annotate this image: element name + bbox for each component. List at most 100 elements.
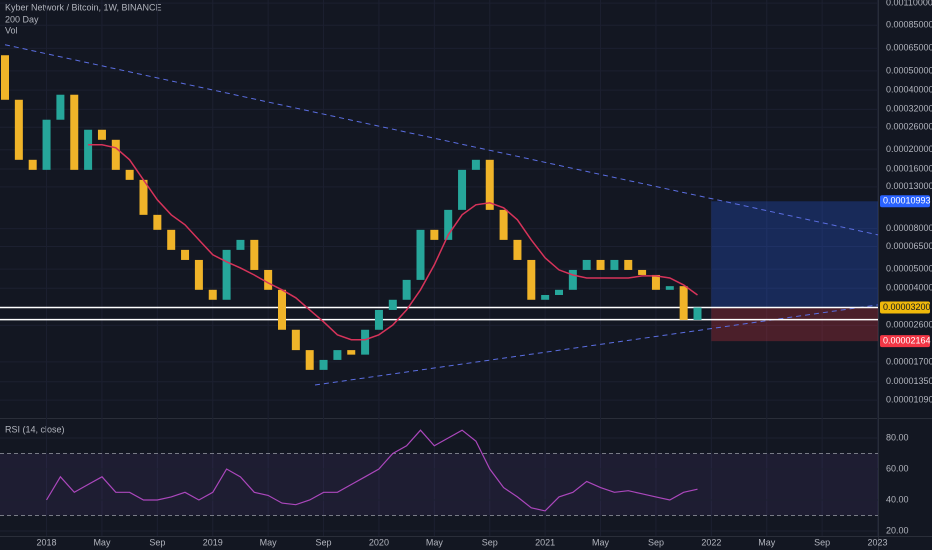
stop-zone [711, 307, 878, 342]
candle [402, 279, 411, 300]
candle [250, 239, 259, 270]
x-tick-label: 2021 [535, 537, 555, 547]
x-tick-label: 2018 [37, 537, 57, 547]
x-tick-label: 2019 [203, 537, 223, 547]
candle [236, 239, 245, 250]
candle [527, 259, 536, 300]
candle [167, 229, 176, 250]
x-tick-label: Sep [316, 537, 332, 547]
legend-volume: Vol [5, 25, 18, 35]
candle [319, 359, 328, 370]
y-tick-label: 0.00110000 [886, 0, 932, 7]
x-tick-label: May [758, 537, 776, 547]
chart-title: Kyber Network / Bitcoin, 1W, BINANCE [5, 2, 162, 12]
candle [153, 214, 162, 230]
candle [222, 249, 231, 300]
x-tick-label: Sep [814, 537, 830, 547]
candle [416, 229, 425, 280]
y-tick-label: 80.00 [886, 432, 909, 442]
price-label-bg [880, 301, 930, 314]
candle [347, 350, 356, 355]
candle [582, 259, 591, 270]
candle [541, 294, 550, 300]
candle [42, 119, 51, 170]
y-tick-label: 0.00008000 [886, 223, 932, 233]
candle [693, 307, 702, 320]
y-tick-label: 0.00040000 [886, 85, 932, 95]
y-tick-label: 0.00004000 [886, 283, 932, 293]
candle [333, 350, 342, 360]
y-tick-label: 0.00032000 [886, 104, 932, 114]
candle [638, 269, 647, 275]
x-tick-label: Sep [648, 537, 664, 547]
target-zone [711, 201, 878, 308]
y-tick-label: 0.00013000 [886, 181, 932, 191]
candle [471, 159, 480, 170]
x-tick-label: May [426, 537, 444, 547]
rsi-band-fill [0, 453, 878, 516]
y-tick-label: 0.00001700 [886, 356, 932, 366]
candle [181, 249, 190, 260]
moving-average [88, 144, 698, 341]
candle [679, 286, 688, 320]
candle [374, 309, 383, 330]
candle [665, 286, 674, 290]
y-tick-label: 0.00005000 [886, 263, 932, 273]
y-tick-label: 0.00006500 [886, 241, 932, 251]
y-tick-label: 0.00001350 [886, 376, 932, 386]
candle [555, 289, 563, 295]
price-label: 0.00002164 [883, 336, 931, 346]
candle [14, 99, 23, 160]
candle [278, 289, 286, 330]
candle [56, 94, 65, 120]
y-tick-label: 0.00016000 [886, 163, 932, 173]
candle [194, 259, 203, 290]
y-tick-label: 0.00001090 [886, 395, 932, 405]
y-tick-label: 40.00 [886, 494, 909, 504]
candle [568, 269, 577, 290]
rsi-line [45, 429, 698, 512]
candle [624, 259, 633, 270]
price-label-bg [880, 195, 930, 208]
candle [305, 350, 314, 370]
candle [388, 299, 397, 310]
candle [97, 129, 106, 140]
y-tick-label: 0.00026000 [886, 122, 932, 132]
y-tick-label: 0.00020000 [886, 144, 932, 154]
x-tick-label: May [260, 537, 278, 547]
candle [111, 139, 120, 170]
x-tick-label: 2020 [369, 537, 389, 547]
candle [291, 329, 300, 351]
candle [430, 229, 439, 240]
candle [139, 179, 148, 215]
x-tick-label: Sep [149, 537, 165, 547]
candle [125, 169, 134, 180]
candle [596, 259, 605, 270]
price-label: 0.00003200 [883, 302, 931, 312]
candle [361, 329, 370, 355]
candle [513, 239, 522, 260]
y-tick-label: 20.00 [886, 525, 909, 535]
trend-line [4, 44, 879, 236]
x-tick-label: May [592, 537, 610, 547]
x-tick-label: 2022 [701, 537, 721, 547]
trend-line [314, 304, 879, 386]
rsi-title: RSI (14, close) [5, 424, 65, 434]
candle [1, 55, 9, 100]
candle [70, 94, 79, 170]
candle [458, 169, 467, 210]
price-label-bg [880, 335, 930, 348]
candle [444, 209, 453, 240]
y-tick-label: 0.00050000 [886, 65, 932, 75]
candle [28, 159, 37, 170]
candle [499, 209, 508, 240]
legend-ma: 200 Day [5, 14, 39, 24]
candle [84, 129, 93, 170]
y-tick-label: 60.00 [886, 463, 909, 473]
candle [264, 269, 273, 290]
candle [610, 259, 619, 270]
candle [651, 274, 660, 290]
x-tick-label: Sep [482, 537, 498, 547]
